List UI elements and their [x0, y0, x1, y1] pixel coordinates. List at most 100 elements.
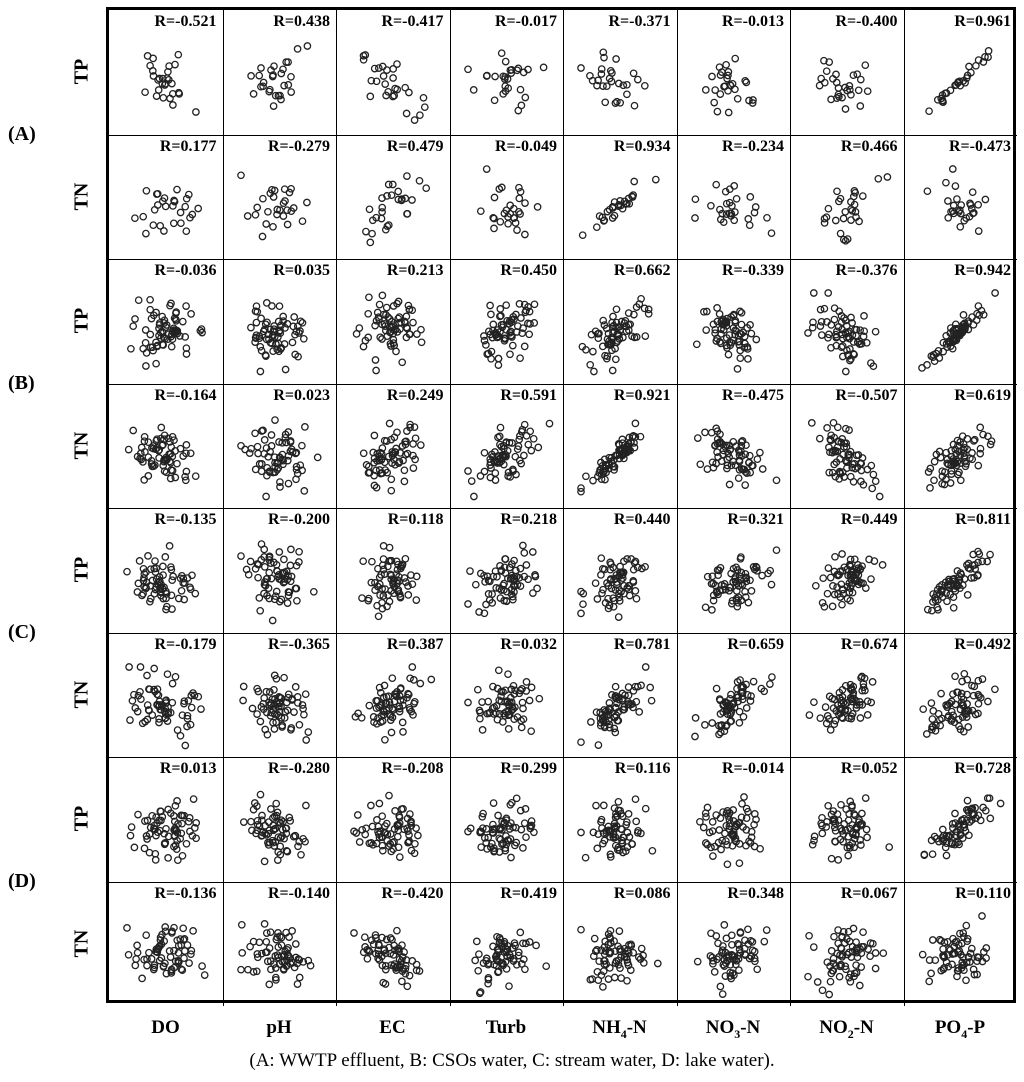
- scatter-panel: R=0.662: [563, 259, 677, 384]
- scatter-point: [525, 307, 533, 316]
- scatter-point: [178, 811, 187, 820]
- scatter-point: [717, 720, 726, 729]
- scatter-point: [963, 591, 972, 599]
- scatter-point: [978, 674, 986, 683]
- scatter-point: [154, 76, 162, 84]
- scatter-panel: R=0.052: [790, 757, 904, 882]
- scatter-panel: R=-0.475: [677, 384, 791, 509]
- scatter-point: [594, 76, 602, 85]
- scatter-point: [392, 347, 400, 356]
- scatter-plot: [577, 662, 656, 749]
- scatter-point: [968, 187, 977, 196]
- scatter-point: [405, 88, 413, 97]
- scatter-point: [162, 969, 171, 977]
- scatter-point: [265, 467, 274, 476]
- scatter-point: [157, 423, 166, 431]
- scatter-point: [749, 677, 757, 685]
- scatter-panel: R=0.035: [223, 259, 337, 384]
- scatter-point: [359, 448, 368, 457]
- scatter-plot: [578, 294, 653, 376]
- scatter-point: [820, 214, 829, 223]
- scatter-point: [394, 843, 403, 852]
- scatter-point: [501, 301, 510, 310]
- scatter-point: [401, 450, 410, 459]
- scatter-point: [976, 816, 985, 825]
- scatter-point: [407, 821, 416, 830]
- scatter-point: [599, 982, 607, 991]
- scatter-point: [127, 344, 135, 353]
- scatter-point: [990, 684, 999, 693]
- scatter-point: [273, 808, 281, 817]
- scatter-point: [931, 726, 939, 735]
- scatter-point: [838, 600, 846, 609]
- column-variable-label: NO3-N: [677, 1017, 790, 1042]
- scatter-point: [845, 450, 854, 458]
- scatter-point: [375, 702, 383, 711]
- scatter-point: [463, 466, 472, 475]
- scatter-point: [707, 953, 716, 961]
- scatter-point: [391, 325, 400, 334]
- scatter-point: [840, 442, 848, 451]
- scatter-point: [815, 434, 824, 442]
- scatter-point: [149, 72, 158, 80]
- correlation-label: R=0.591: [500, 386, 557, 404]
- group-label: (C): [8, 620, 36, 643]
- scatter-point: [710, 967, 719, 976]
- scatter-point: [603, 711, 611, 720]
- scatter-plot: [919, 794, 1004, 860]
- scatter-point: [152, 583, 161, 591]
- scatter-point: [350, 827, 358, 836]
- scatter-point: [236, 170, 245, 179]
- scatter-point: [847, 204, 855, 213]
- scatter-point: [848, 801, 856, 810]
- scatter-point: [404, 591, 413, 599]
- scatter-point: [856, 102, 865, 110]
- scatter-point: [375, 799, 384, 808]
- scatter-point: [948, 344, 957, 353]
- scatter-panel: R=0.674: [790, 633, 904, 758]
- scatter-point: [816, 305, 825, 314]
- scatter-point: [282, 824, 290, 833]
- scatter-point: [150, 960, 159, 969]
- scatter-point: [820, 56, 828, 65]
- scatter-point: [724, 108, 733, 117]
- scatter-point: [630, 558, 639, 567]
- scatter-point: [578, 342, 587, 351]
- scatter-point: [835, 467, 844, 475]
- column-variable-subscript: 4: [961, 1026, 968, 1041]
- scatter-point: [283, 81, 292, 89]
- scatter-point: [415, 176, 424, 185]
- scatter-point: [987, 436, 995, 445]
- scatter-point: [821, 702, 830, 711]
- row-variable-label: TN: [70, 929, 93, 958]
- scatter-point: [403, 814, 412, 823]
- scatter-point: [271, 91, 280, 100]
- scatter-point: [372, 466, 380, 474]
- scatter-plot: [236, 170, 311, 240]
- scatter-point: [270, 724, 278, 733]
- scatter-point: [626, 446, 635, 454]
- scatter-point: [480, 578, 489, 586]
- scatter-point: [159, 440, 167, 449]
- scatter-point: [624, 682, 633, 691]
- scatter-point: [365, 204, 374, 213]
- scatter-point: [181, 472, 189, 481]
- scatter-point: [727, 201, 736, 210]
- scatter-point: [828, 694, 837, 702]
- scatter-point: [253, 449, 262, 457]
- scatter-point: [616, 98, 625, 107]
- scatter-point: [840, 820, 849, 828]
- scatter-plot: [918, 911, 990, 985]
- correlation-label: R=-0.208: [381, 760, 444, 777]
- scatter-point: [401, 969, 410, 978]
- scatter-point: [249, 937, 257, 945]
- scatter-point: [389, 74, 397, 82]
- scatter-point: [376, 333, 385, 342]
- scatter-point: [290, 350, 299, 359]
- column-variable-label: EC: [336, 1017, 449, 1039]
- scatter-panel: R=-0.376: [790, 259, 904, 384]
- scatter-point: [597, 474, 606, 483]
- scatter-point: [620, 702, 629, 711]
- scatter-point: [594, 334, 603, 343]
- scatter-point: [133, 707, 142, 715]
